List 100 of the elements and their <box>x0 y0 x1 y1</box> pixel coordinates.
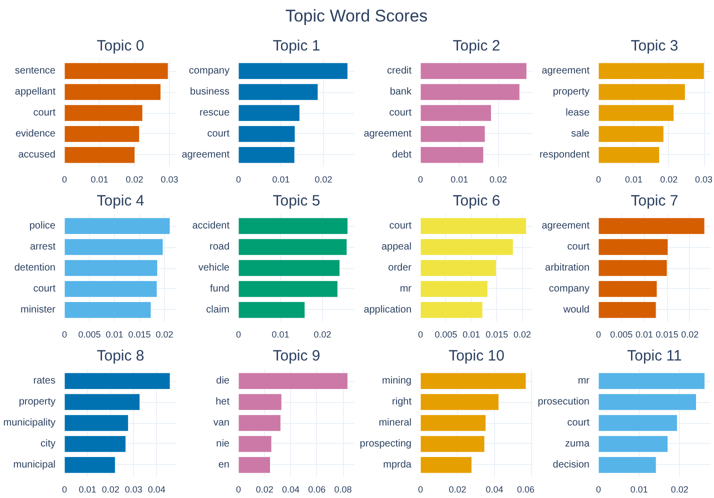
x-tick-label: 0.02 <box>681 330 699 340</box>
y-tick-label: agreement <box>364 128 412 140</box>
x-tick-label: 0.005 <box>434 330 458 340</box>
x-tick-label: 0.02 <box>314 174 332 184</box>
x-tick-label: 0 <box>236 330 242 340</box>
x-tick-label: 0.02 <box>660 174 678 184</box>
y-tick-label: sentence <box>14 66 56 77</box>
y-tick-label: would <box>562 304 590 316</box>
y-tick-label: municipality <box>3 418 56 428</box>
y-tick-label: mr <box>578 376 590 387</box>
y-tick-label: claim <box>206 304 230 316</box>
x-tick-label: 0.02 <box>514 330 532 340</box>
y-tick-label: rates <box>33 376 56 387</box>
x-tick-label: 0.01 <box>450 174 468 184</box>
y-tick-label: debt <box>392 149 412 160</box>
x-tick-label: 0.02 <box>256 484 274 494</box>
y-tick-label: right <box>392 396 412 408</box>
y-tick-label: arrest <box>30 242 56 253</box>
x-tick-label: 0.02 <box>156 330 174 340</box>
x-tick-label: 0.02 <box>126 174 144 184</box>
y-tick-label: order <box>388 262 412 274</box>
x-tick-label: 0.01 <box>630 484 648 494</box>
y-tick-label: nie <box>216 438 230 450</box>
y-tick-label: business <box>190 86 230 98</box>
x-tick-label: 0.02 <box>490 174 508 184</box>
x-tick-label: 0.01 <box>90 174 108 184</box>
y-tick-label: agreement <box>542 220 590 232</box>
chart-title: Topic 7 <box>630 192 678 210</box>
y-tick-label: court <box>567 418 590 428</box>
y-tick-label: die <box>216 376 230 387</box>
y-tick-label: municipal <box>13 459 56 470</box>
x-tick-label: 0.01 <box>635 330 653 340</box>
y-tick-label: detention <box>14 262 56 274</box>
y-tick-label: city <box>40 438 56 450</box>
y-tick-label: vehicle <box>198 262 230 274</box>
y-tick-label: van <box>213 418 230 428</box>
x-tick-label: 0.02 <box>102 484 120 494</box>
chart-title: Topic 8 <box>96 348 144 364</box>
chart-title: Topic 5 <box>272 192 320 210</box>
y-tick-label: arbitration <box>545 262 590 274</box>
x-tick-label: 0.015 <box>656 330 678 340</box>
y-tick-label: lease <box>566 108 590 118</box>
y-tick-label: property <box>552 86 590 98</box>
y-tick-label: application <box>364 304 412 316</box>
x-tick-label: 0.03 <box>124 484 142 494</box>
chart-title: Topic 4 <box>96 192 144 210</box>
y-tick-label: accident <box>192 220 230 232</box>
y-tick-label: company <box>548 283 590 294</box>
chart-title: Topic 10 <box>448 348 504 364</box>
y-tick-label: police <box>29 220 56 232</box>
y-tick-label: company <box>188 66 230 77</box>
x-tick-label: 0.01 <box>106 330 124 340</box>
x-tick-label: 0.06 <box>308 484 326 494</box>
y-tick-label: minister <box>20 304 56 316</box>
x-tick-label: 0 <box>62 484 68 494</box>
y-tick-label: appellant <box>14 86 56 98</box>
y-tick-label: sale <box>571 128 590 140</box>
x-tick-label: 0 <box>418 330 424 340</box>
x-tick-label: 0.015 <box>486 330 508 340</box>
x-tick-label: 0.015 <box>128 330 151 340</box>
chart-title: Topic 0 <box>96 38 144 54</box>
chart-title: Topic 1 <box>272 38 320 54</box>
x-tick-label: 0 <box>418 174 424 184</box>
x-tick-label: 0 <box>236 484 242 494</box>
y-tick-label: court <box>389 220 412 232</box>
x-tick-label: 0.04 <box>148 484 166 494</box>
y-tick-label: agreement <box>542 66 590 77</box>
y-tick-label: road <box>209 242 230 253</box>
y-tick-label: mprda <box>383 459 412 470</box>
x-tick-label: 0.06 <box>516 484 535 494</box>
x-tick-label: 0 <box>62 330 68 340</box>
y-tick-label: court <box>207 128 230 140</box>
y-tick-label: court <box>33 283 56 294</box>
y-tick-label: het <box>216 396 230 408</box>
chart-title: Topic 2 <box>452 38 500 54</box>
y-tick-label: mining <box>382 376 412 387</box>
x-tick-label: 0.04 <box>282 484 300 494</box>
x-tick-label: 0.08 <box>334 484 352 494</box>
x-tick-label: 0 <box>62 174 68 184</box>
y-tick-label: en <box>218 459 230 470</box>
chart-title: Topic 6 <box>452 192 500 210</box>
y-tick-label: credit <box>387 66 412 77</box>
y-tick-label: court <box>389 108 412 118</box>
x-tick-label: 0 <box>418 484 424 494</box>
x-tick-label: 0.005 <box>610 330 633 340</box>
y-tick-label: decision <box>552 459 590 470</box>
y-tick-label: property <box>18 396 56 408</box>
x-tick-label: 0.01 <box>78 484 96 494</box>
y-tick-label: fund <box>210 283 230 294</box>
y-tick-label: court <box>33 108 56 118</box>
y-tick-label: respondent <box>539 149 590 160</box>
y-tick-label: agreement <box>182 149 230 160</box>
x-tick-label: 0.01 <box>272 174 290 184</box>
x-tick-label: 0 <box>596 174 602 184</box>
x-tick-label: 0.02 <box>448 484 466 494</box>
x-tick-label: 0 <box>596 484 602 494</box>
x-tick-label: 0.03 <box>694 174 713 184</box>
y-tick-label: appeal <box>381 242 412 253</box>
chart-title: Topic 11 <box>627 348 682 364</box>
y-tick-label: court <box>567 242 590 253</box>
